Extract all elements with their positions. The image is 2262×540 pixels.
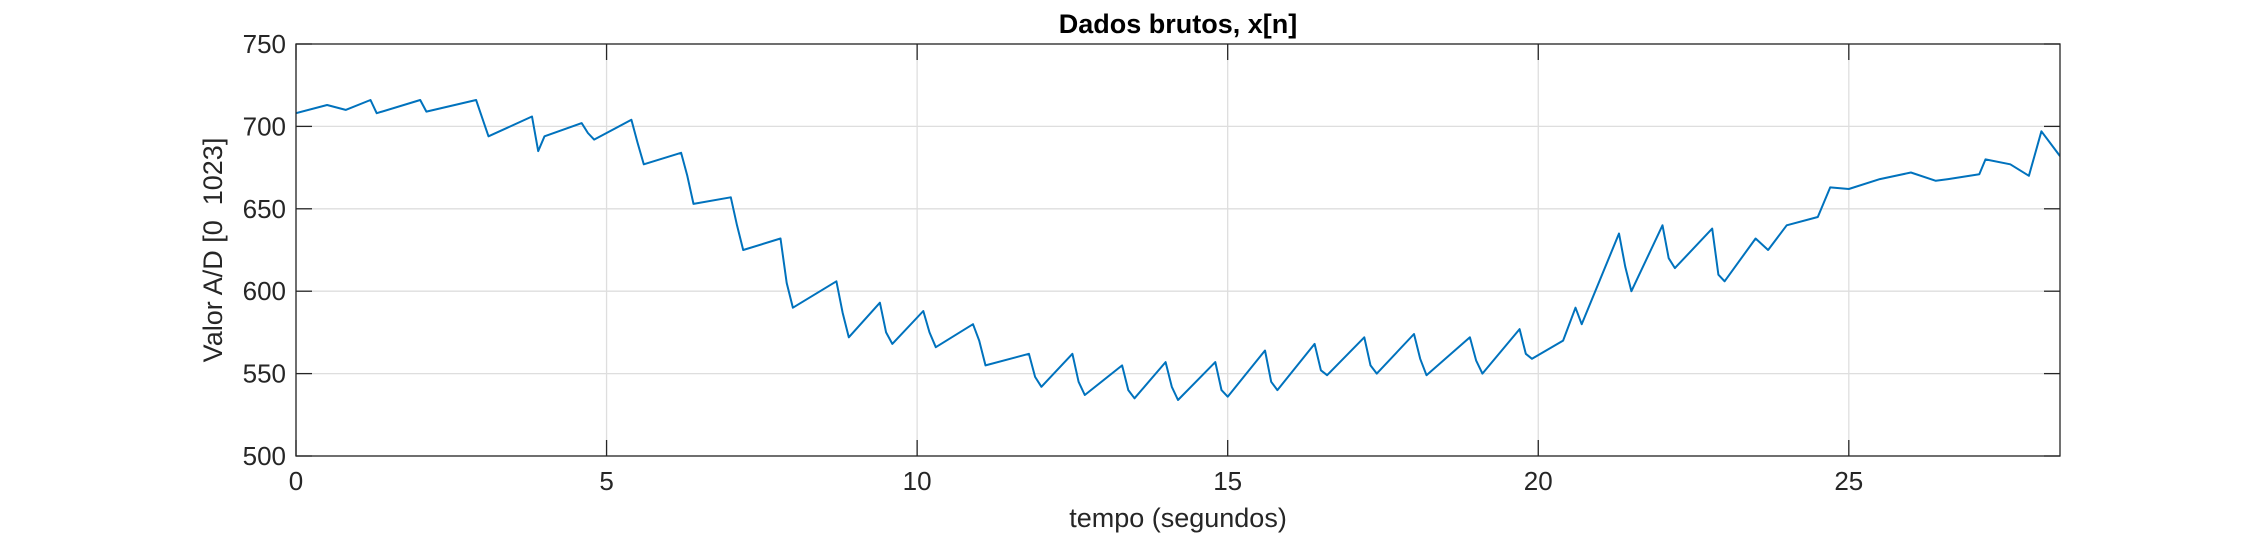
axes-box <box>295 43 2061 457</box>
x-tick-label: 0 <box>289 466 303 496</box>
x-tick-label: 20 <box>1524 466 1553 496</box>
x-tick-label: 10 <box>903 466 932 496</box>
plot-area <box>296 44 2060 456</box>
x-tick-label: 5 <box>599 466 613 496</box>
y-tick-label: 700 <box>243 111 286 141</box>
y-tick-label: 550 <box>243 359 286 389</box>
y-tick-label: 650 <box>243 194 286 224</box>
y-axis-label: Valor A/D [0 1023] <box>198 138 228 363</box>
x-tick-label: 15 <box>1213 466 1242 496</box>
series-line <box>296 99 2060 401</box>
ticks: 0 5 10 15 20 25 500 550 600 650 700 750 <box>243 29 2060 496</box>
x-axis-label: tempo (segundos) <box>1069 503 1287 533</box>
y-tick-label: 500 <box>243 441 286 471</box>
y-tick-label: 600 <box>243 276 286 306</box>
x-tick-label: 25 <box>1834 466 1863 496</box>
chart-title: Dados brutos, x[n] <box>1059 9 1298 39</box>
y-tick-label: 750 <box>243 29 286 59</box>
series-layer <box>296 99 2060 401</box>
